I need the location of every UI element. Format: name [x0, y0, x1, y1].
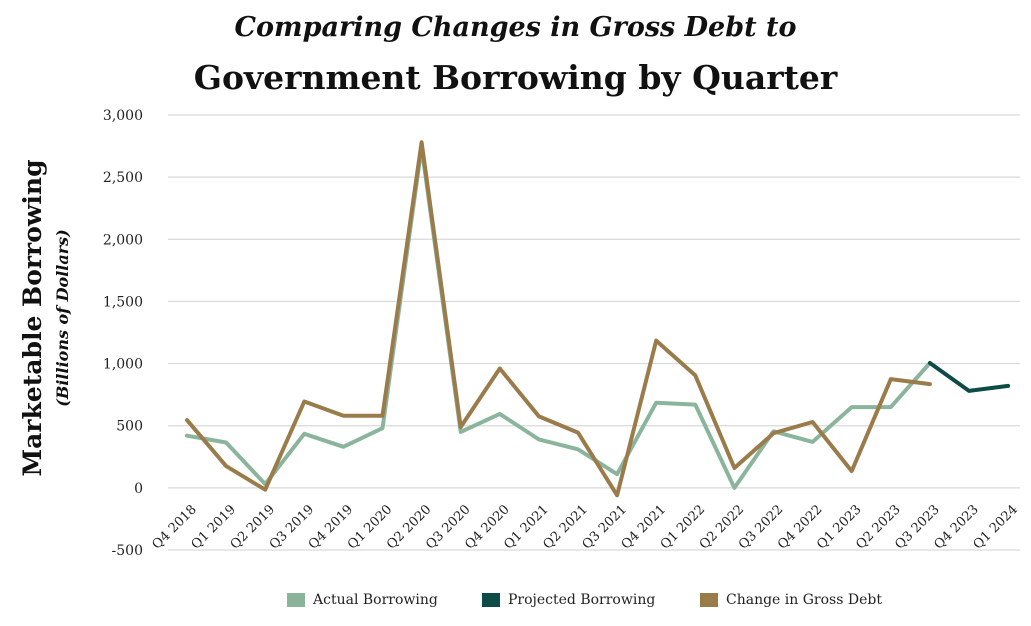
y-tick-label: 2,500	[103, 170, 143, 186]
y-axis-sublabel: (Billions of Dollars)	[53, 229, 72, 407]
y-axis-label: Marketable Borrowing	[18, 159, 47, 476]
legend-item-projected: Projected Borrowing	[482, 592, 655, 608]
legend-label: Actual Borrowing	[313, 592, 438, 608]
y-tick-label: 1,500	[103, 294, 143, 310]
series-line-actual-borrowing	[185, 145, 932, 490]
legend-label: Change in Gross Debt	[726, 592, 882, 608]
legend-swatch	[482, 593, 500, 607]
legend-item-gross-debt: Change in Gross Debt	[700, 592, 882, 608]
chart-title: Government Borrowing by Quarter	[193, 58, 838, 97]
chart-subtitle: Comparing Changes in Gross Debt to	[234, 12, 797, 43]
y-tick-label: 3,000	[103, 108, 143, 124]
legend-swatch	[700, 593, 718, 607]
y-tick-label: 0	[134, 481, 143, 497]
series-line-projected-borrowing	[927, 361, 1011, 393]
y-tick-label: 2,000	[103, 232, 143, 248]
legend-swatch	[287, 593, 305, 607]
gridlines	[168, 114, 1020, 551]
y-tick-label: 500	[116, 419, 143, 435]
y-tick-label: 1,000	[103, 357, 143, 373]
legend-label: Projected Borrowing	[508, 592, 656, 608]
y-axis-ticks: -500 0 500 1,000 1,500 2,000 2,500 3,000	[103, 108, 143, 559]
series-line-gross-debt	[185, 140, 932, 498]
legend-item-actual: Actual Borrowing	[287, 592, 438, 608]
series-lines	[185, 140, 1011, 498]
y-tick-label: -500	[112, 543, 143, 559]
